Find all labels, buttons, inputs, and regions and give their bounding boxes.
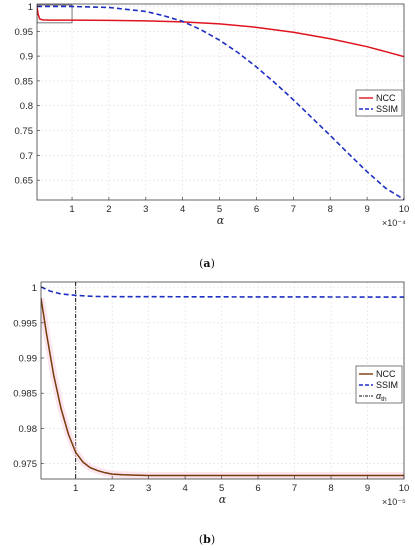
panel-a-xtick-label: 1 (69, 204, 74, 215)
panel-a-xtick-label: 9 (364, 204, 369, 215)
panel-b-xtick-label: 6 (255, 483, 260, 494)
panel-b-xtick-label: 5 (219, 483, 224, 494)
panel-a-ytick-label: 0.7 (20, 151, 33, 162)
panel-b-xtick-label: 2 (109, 483, 114, 494)
panel-b-ytick-label: 0.995 (13, 318, 37, 329)
panel-a-ytick-label: 0.85 (15, 76, 34, 87)
panel-a-xtick-label: 10 (399, 204, 410, 215)
panel-b-legend-box (355, 365, 403, 404)
panel-b-ytick-label: 0.98 (19, 424, 38, 435)
panel-a-ytick-label: 1 (28, 2, 33, 13)
panel-b-xtick-label: 4 (182, 483, 187, 494)
panel-a-chart: 1 2 3 4 5 6 7 8 9 10 0.65 0.7 0.75 0.8 0.85 0.9 0.95 1 ×10… (15, 2, 410, 270)
panel-a-legend-label-1: SSIM (376, 104, 398, 114)
panel-a-legend-label-0: NCC (376, 93, 396, 103)
panel-b-ytick-label: 0.985 (13, 389, 37, 400)
panel-b-ytick-label: 0.99 (19, 353, 38, 364)
panel-b-xtick-label: 8 (328, 483, 333, 494)
panel-a-ytick-label: 0.8 (20, 101, 33, 112)
panel-a-xtick-label: 8 (328, 204, 333, 215)
panel-a-ytick-label: 0.95 (15, 27, 34, 38)
panel-a-xtick-label: 7 (291, 204, 296, 215)
panel-a-xtick-label: 6 (254, 204, 259, 215)
panel-b-series-ssim-line (41, 286, 404, 298)
panel-b-xtick-label: 10 (399, 483, 410, 494)
panel-a-legend-box (355, 89, 403, 117)
panel-b-legend-label-1: SSIM (376, 380, 398, 390)
panel-a-axes-frame (36, 3, 405, 201)
panel-b-ytick-label: 1 (32, 283, 37, 294)
panel-a-ytick-label: 0.75 (15, 126, 34, 137)
panel-a-xtick-label: 3 (143, 204, 148, 215)
panel-a-ytick-label: 0.65 (15, 176, 34, 187)
panel-b-xtick-label: 9 (365, 483, 370, 494)
panel-a-plot-area (37, 4, 404, 200)
panel-b-x-axis-label: α (219, 493, 227, 506)
panel-a-caption: (a) (199, 257, 215, 270)
panel-b-x-exponent: ×10⁻⁵ (382, 497, 406, 507)
panel-a-x-axis-label: α (217, 214, 225, 227)
panel-b-series-ncc-halo (41, 297, 404, 479)
panel-a-series-ncc-line (37, 6, 404, 58)
panel-a-xtick-label: 2 (106, 204, 111, 215)
panel-a-xtick-label: 4 (180, 204, 185, 215)
panel-b-xtick-label: 7 (292, 483, 297, 494)
panel-a-series-ssim-line (37, 5, 404, 200)
panel-b-axes-frame (40, 281, 405, 480)
panel-a-ytick-label: 0.9 (20, 52, 33, 63)
panel-b-xtick-label: 1 (73, 483, 78, 494)
panel-b-legend-label-2: αth (376, 391, 387, 403)
panel-b-legend-label-0: NCC (376, 369, 396, 379)
panel-b-chart: 1 2 3 4 5 6 7 8 9 10 0.975 0.98 0.985 0.99 0.995 1 ×10⁻⁵… (13, 281, 410, 546)
panel-b-plot-area (41, 282, 404, 479)
panel-b-ytick-label: 0.975 (13, 459, 37, 470)
panel-b-series-ncc-line (41, 298, 404, 477)
panel-a-x-exponent: ×10⁻⁴ (382, 218, 406, 228)
panel-b-xtick-label: 3 (146, 483, 151, 494)
panel-b-caption: (b) (199, 533, 215, 546)
panel-a-zoom-box (37, 4, 73, 24)
panel-a-xtick-label: 5 (217, 204, 222, 215)
